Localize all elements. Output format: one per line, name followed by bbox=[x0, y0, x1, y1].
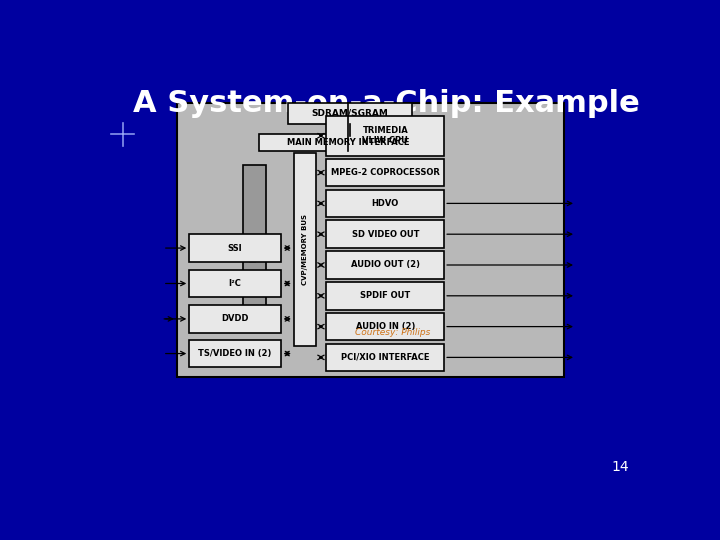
Bar bbox=[259, 134, 437, 151]
Bar bbox=[326, 282, 444, 309]
Bar bbox=[326, 313, 444, 340]
Bar bbox=[189, 305, 281, 333]
Bar bbox=[294, 153, 315, 346]
Text: MAIN MEMORY INTERFACE: MAIN MEMORY INTERFACE bbox=[287, 138, 410, 147]
Bar bbox=[189, 340, 281, 367]
Text: PCI/XIO INTERFACE: PCI/XIO INTERFACE bbox=[341, 353, 430, 362]
Bar bbox=[326, 116, 444, 156]
Text: AUDIO OUT (2): AUDIO OUT (2) bbox=[351, 260, 420, 269]
Text: CVP/MEMORY BUS: CVP/MEMORY BUS bbox=[302, 214, 307, 285]
Bar bbox=[326, 251, 444, 279]
Text: SDRAM/SGRAM: SDRAM/SGRAM bbox=[311, 109, 388, 118]
Bar bbox=[326, 343, 444, 372]
Text: SPDIF OUT: SPDIF OUT bbox=[360, 291, 410, 300]
Bar bbox=[287, 103, 412, 124]
Bar bbox=[189, 234, 281, 262]
Text: Courtesy: Philips: Courtesy: Philips bbox=[356, 328, 431, 338]
Text: 14: 14 bbox=[611, 460, 629, 474]
Text: TS/VIDEO IN (2): TS/VIDEO IN (2) bbox=[198, 349, 271, 358]
Bar bbox=[177, 103, 564, 377]
Text: MPEG-2 COPROCESSOR: MPEG-2 COPROCESSOR bbox=[330, 168, 440, 177]
Text: A System-on-a-Chip: Example: A System-on-a-Chip: Example bbox=[132, 89, 639, 118]
Text: SSI: SSI bbox=[228, 244, 242, 253]
Bar bbox=[326, 220, 444, 248]
Bar bbox=[326, 159, 444, 186]
Bar bbox=[189, 269, 281, 298]
Text: DVDD: DVDD bbox=[221, 314, 248, 323]
Text: I²C: I²C bbox=[228, 279, 241, 288]
Text: PI BUS: PI BUS bbox=[250, 233, 258, 262]
Text: AUDIO IN (2): AUDIO IN (2) bbox=[356, 322, 415, 331]
Text: SD VIDEO OUT: SD VIDEO OUT bbox=[351, 230, 419, 239]
Bar bbox=[326, 190, 444, 217]
Text: HDVO: HDVO bbox=[372, 199, 399, 208]
Text: TRIMEDIA
VLIW CPU: TRIMEDIA VLIW CPU bbox=[362, 126, 408, 145]
Bar bbox=[243, 165, 266, 330]
